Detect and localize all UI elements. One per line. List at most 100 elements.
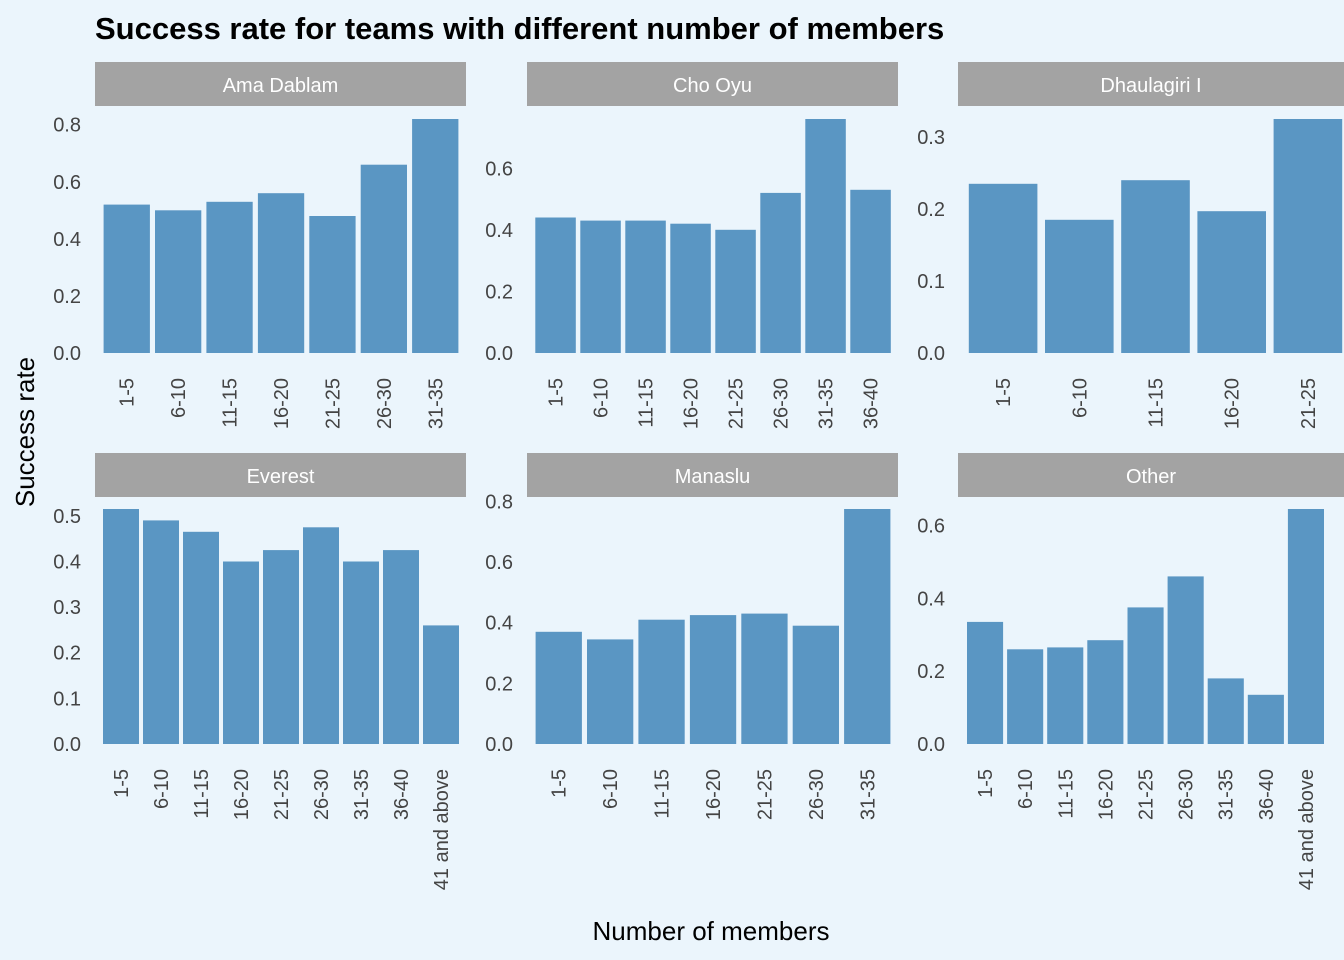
bar [670,223,711,353]
bar [715,229,756,353]
x-tick-label: 11-15 [652,769,674,819]
facet-panel-dhaulagiri-i: Dhaulagiri I 0.0 0.1 0.2 0.3 1-5 6-10 11-15 16-2… [917,62,1344,429]
facet-strip-label: Everest [247,466,315,488]
y-tick-label: 0.1 [53,688,81,710]
facet-panel-cho-oyu: Cho Oyu 0.0 0.2 0.4 0.6 1-5 6-10 11-15 16-20 21-2… [485,62,898,429]
bar [535,217,576,353]
y-tick-label: 0.4 [917,588,945,610]
y-tick-label: 0.4 [485,613,513,635]
facet-panel-manaslu: Manaslu 0.0 0.2 0.4 0.6 0.8 1-5 6-10 11-15 16-20 2… [485,453,898,820]
bar [1207,678,1244,744]
x-tick-label: 31-35 [816,378,838,429]
x-tick-label: 6-10 [600,769,622,809]
x-tick-label: 31-35 [425,378,447,429]
y-axis-title: Success rate [10,357,40,507]
x-tick-label: 1-5 [117,378,139,407]
x-tick-label: 1-5 [993,378,1015,407]
y-tick-label: 0.4 [53,229,81,251]
x-tick-label: 26-30 [374,378,396,429]
y-tick-label: 0.6 [53,172,81,194]
facet-strip [527,453,898,497]
bar [303,527,339,744]
y-tick-label: 0.8 [485,491,513,513]
bar [535,631,582,744]
x-axis-title: Number of members [593,916,830,946]
x-tick-label: 1-5 [111,769,133,798]
facet-strip [95,62,466,106]
bar [850,189,891,353]
x-tick-label: 11-15 [191,769,213,819]
x-tick-label: 1-5 [546,378,568,407]
bar [223,561,259,744]
x-tick-label: 21-25 [1298,378,1320,429]
x-tick-label: 16-20 [703,769,725,820]
y-tick-label: 0.5 [53,506,81,528]
x-tick-label: 16-20 [681,378,703,429]
bar [103,204,150,353]
y-tick-label: 0.4 [53,551,81,573]
x-tick-label: 6-10 [1069,378,1091,418]
facet-panel-ama-dablam: Ama Dablam 0.0 0.2 0.4 0.6 0.8 1-5 6-10 11-15 16-… [53,62,466,429]
y-tick-label: 0.0 [485,734,513,756]
x-tick-label: 41 and above [1296,769,1318,890]
bar [143,520,179,744]
facet-strip [958,453,1344,497]
x-tick-label: 26-30 [1176,769,1198,820]
x-tick-label: 16-20 [271,378,293,429]
bar [1287,509,1324,744]
bar [1127,607,1164,744]
facet-panel-everest: Everest 0.0 0.1 0.2 0.3 0.4 0.5 1-5 6-10 11-15 16-… [53,453,466,890]
bar [155,210,202,353]
bar [257,193,305,353]
bar [967,621,1004,744]
x-tick-label: 16-20 [1222,378,1244,429]
x-tick-label: 11-15 [636,378,658,428]
bar [1087,640,1124,744]
x-tick-label: 16-20 [1095,769,1117,820]
facet-strip-label: Ama Dablam [223,75,339,97]
x-tick-label: 21-25 [1136,769,1158,820]
x-tick-label: 11-15 [1146,378,1168,428]
facet-strip-label: Cho Oyu [673,75,752,97]
x-tick-label: 26-30 [806,769,828,820]
x-tick-label: 31-35 [351,769,373,820]
bar [1247,694,1284,744]
bar [805,119,846,353]
y-tick-label: 0.0 [485,343,513,365]
y-tick-label: 0.2 [485,281,513,303]
y-tick-label: 0.8 [53,115,81,137]
bar [792,625,839,744]
x-tick-label: 21-25 [754,769,776,820]
y-tick-label: 0.2 [53,286,81,308]
y-tick-label: 0.4 [485,220,513,242]
facet-strip-label: Dhaulagiri I [1100,75,1201,97]
bar [206,201,253,353]
x-tick-label: 31-35 [1216,769,1238,820]
bar [587,639,634,744]
x-tick-label: 1-5 [549,769,571,798]
x-tick-label: 6-10 [1015,769,1037,809]
y-tick-label: 0.6 [485,158,513,180]
bar [1045,219,1114,353]
x-tick-label: 26-30 [311,769,333,820]
bar [183,531,219,744]
x-tick-label: 21-25 [322,378,344,429]
y-tick-label: 0.3 [917,127,945,149]
y-tick-label: 0.6 [485,552,513,574]
chart-title: Success rate for teams with different nu… [95,11,944,46]
bar [383,550,419,744]
bar [741,613,788,744]
x-tick-label: 21-25 [271,769,293,820]
x-tick-label: 6-10 [151,769,173,809]
y-tick-label: 0.0 [917,343,945,365]
y-tick-label: 0.0 [53,343,81,365]
y-tick-label: 0.2 [917,661,945,683]
facet-strip [95,453,466,497]
bar [1007,649,1044,744]
bar [638,619,685,744]
x-tick-label: 31-35 [857,769,879,820]
bar [1273,119,1343,353]
facet-strip-label: Manaslu [675,466,751,488]
facet-strip-label: Other [1126,466,1176,488]
x-tick-label: 6-10 [168,378,190,418]
